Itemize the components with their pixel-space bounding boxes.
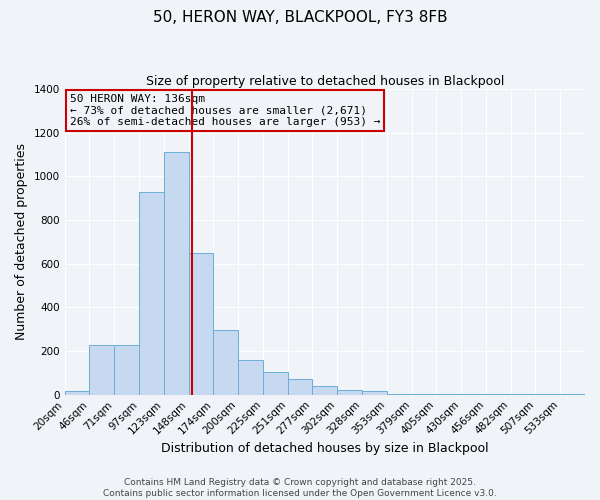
Y-axis label: Number of detached properties: Number of detached properties [15, 144, 28, 340]
Bar [238, 360, 263, 394]
Bar [214, 330, 238, 394]
Text: 50, HERON WAY, BLACKPOOL, FY3 8FB: 50, HERON WAY, BLACKPOOL, FY3 8FB [152, 10, 448, 25]
Bar [362, 392, 387, 394]
X-axis label: Distribution of detached houses by size in Blackpool: Distribution of detached houses by size … [161, 442, 488, 455]
Bar [337, 390, 362, 394]
Bar [287, 380, 313, 394]
Bar [139, 192, 164, 394]
Bar [263, 372, 287, 394]
Bar [313, 386, 337, 394]
Text: Contains HM Land Registry data © Crown copyright and database right 2025.
Contai: Contains HM Land Registry data © Crown c… [103, 478, 497, 498]
Bar [188, 253, 214, 394]
Bar [164, 152, 188, 394]
Text: 50 HERON WAY: 136sqm
← 73% of detached houses are smaller (2,671)
26% of semi-de: 50 HERON WAY: 136sqm ← 73% of detached h… [70, 94, 380, 127]
Title: Size of property relative to detached houses in Blackpool: Size of property relative to detached ho… [146, 75, 504, 88]
Bar [65, 392, 89, 394]
Bar [89, 344, 114, 395]
Bar [114, 344, 139, 395]
